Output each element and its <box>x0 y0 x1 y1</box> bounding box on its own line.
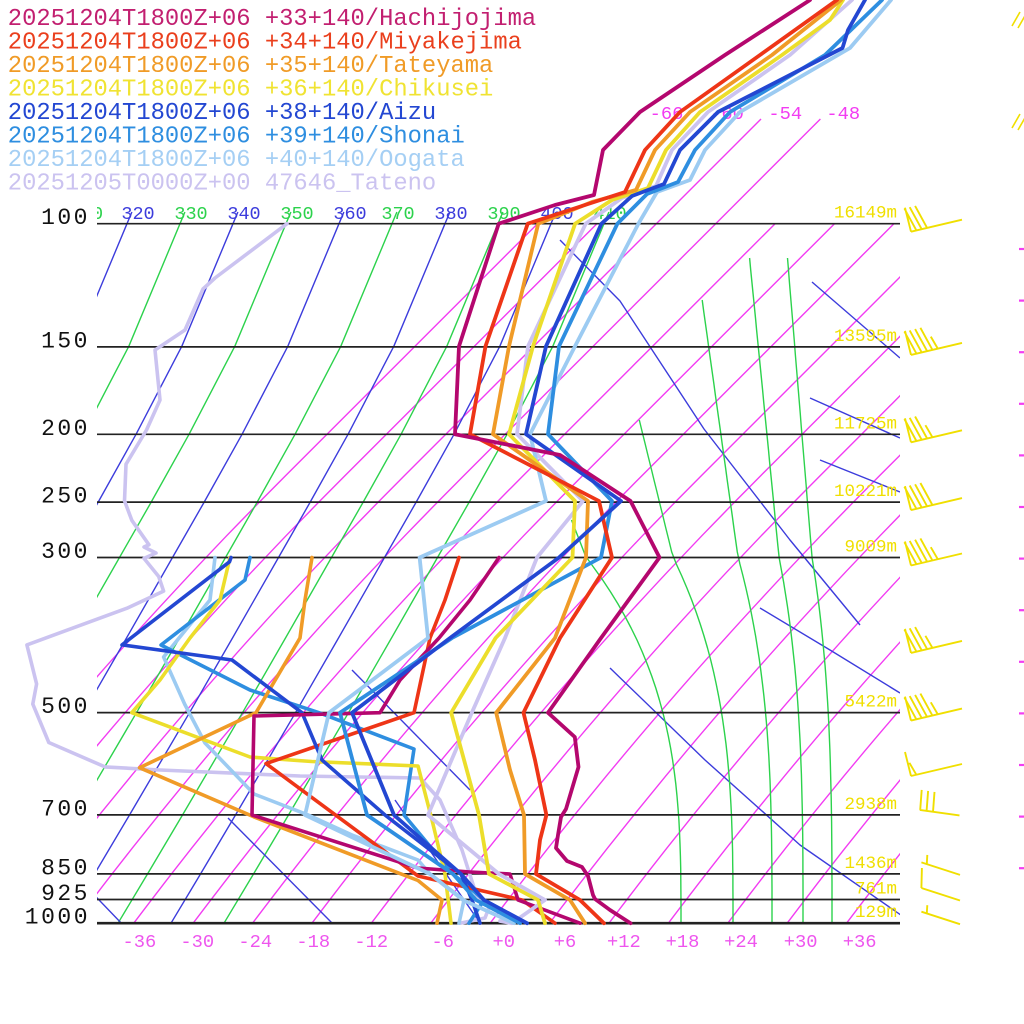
svg-text:200: 200 <box>41 416 90 442</box>
svg-text:150: 150 <box>41 328 90 354</box>
svg-text:-6: -6 <box>432 931 455 953</box>
svg-text:925: 925 <box>41 881 90 907</box>
svg-text:20251204T1800Z+06 +34+140/Miya: 20251204T1800Z+06 +34+140/Miyakejima <box>8 30 522 57</box>
svg-text:300: 300 <box>41 539 90 565</box>
svg-text:20251204T1800Z+06 +36+140/Chik: 20251204T1800Z+06 +36+140/Chikusei <box>8 77 494 104</box>
svg-text:-54: -54 <box>768 103 802 125</box>
svg-text:360: 360 <box>333 204 366 225</box>
svg-text:1000: 1000 <box>25 905 90 931</box>
svg-text:20251204T1800Z+06 +38+140/Aizu: 20251204T1800Z+06 +38+140/Aizu <box>8 100 436 127</box>
svg-text:-12: -12 <box>354 931 388 953</box>
svg-text:2938m: 2938m <box>844 795 897 815</box>
svg-text:1436m: 1436m <box>844 854 897 874</box>
svg-text:-48: -48 <box>826 103 860 125</box>
svg-text:-18: -18 <box>296 931 330 953</box>
svg-text:9009m: 9009m <box>844 538 897 558</box>
svg-text:20251204T1800Z+06 +35+140/Tate: 20251204T1800Z+06 +35+140/Tateyama <box>8 53 494 80</box>
svg-text:11725m: 11725m <box>834 414 897 434</box>
svg-text:129m: 129m <box>855 903 897 923</box>
svg-text:-24: -24 <box>238 931 272 953</box>
svg-text:10221m: 10221m <box>834 482 897 502</box>
svg-text:850: 850 <box>41 855 90 881</box>
svg-text:370: 370 <box>381 204 414 225</box>
svg-text:+18: +18 <box>666 931 700 953</box>
svg-text:340: 340 <box>227 204 260 225</box>
svg-text:250: 250 <box>41 484 90 510</box>
svg-text:350: 350 <box>280 204 313 225</box>
svg-text:100: 100 <box>41 205 90 231</box>
svg-text:+36: +36 <box>843 931 877 953</box>
svg-text:20251205T0000Z+00 47646_Tateno: 20251205T0000Z+00 47646_Tateno <box>8 171 436 198</box>
svg-text:761m: 761m <box>855 880 897 900</box>
svg-text:380: 380 <box>434 204 467 225</box>
svg-text:+24: +24 <box>724 931 758 953</box>
svg-text:700: 700 <box>41 796 90 822</box>
svg-text:5422m: 5422m <box>844 693 897 713</box>
svg-text:+12: +12 <box>607 931 641 953</box>
svg-text:330: 330 <box>174 204 207 225</box>
svg-text:16149m: 16149m <box>834 204 897 224</box>
svg-text:500: 500 <box>41 694 90 720</box>
svg-text:310: 310 <box>70 204 103 225</box>
svg-text:20251204T1800Z+06 +40+140/Ooga: 20251204T1800Z+06 +40+140/Oogata <box>8 147 465 174</box>
svg-text:+6: +6 <box>554 931 577 953</box>
svg-text:+0: +0 <box>492 931 515 953</box>
svg-text:+30: +30 <box>784 931 818 953</box>
svg-text:-36: -36 <box>123 931 157 953</box>
svg-text:13595m: 13595m <box>834 327 897 347</box>
svg-text:-30: -30 <box>180 931 214 953</box>
svg-text:320: 320 <box>121 204 154 225</box>
svg-text:20251204T1800Z+06 +39+140/Shon: 20251204T1800Z+06 +39+140/Shonai <box>8 124 465 151</box>
svg-text:20251204T1800Z+06 +33+140/Hach: 20251204T1800Z+06 +33+140/Hachijojima <box>8 6 536 33</box>
